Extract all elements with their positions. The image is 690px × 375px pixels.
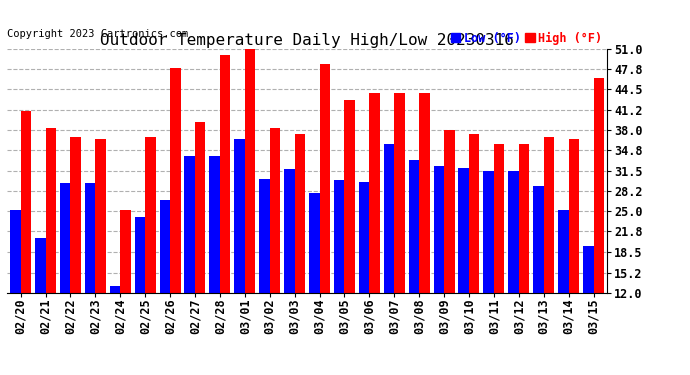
Bar	[408, 160, 419, 292]
Bar	[433, 166, 444, 292]
Bar	[458, 168, 469, 292]
Title: Outdoor Temperature Daily High/Low 20230316: Outdoor Temperature Daily High/Low 20230…	[100, 33, 514, 48]
Bar	[135, 217, 145, 292]
Bar	[284, 169, 295, 292]
Bar	[60, 183, 70, 292]
Bar	[544, 137, 554, 292]
Bar	[170, 68, 181, 292]
Bar	[384, 144, 394, 292]
Bar	[110, 286, 120, 292]
Bar	[334, 180, 344, 292]
Bar	[159, 200, 170, 292]
Bar	[70, 137, 81, 292]
Bar	[209, 156, 220, 292]
Bar	[259, 179, 270, 292]
Bar	[220, 55, 230, 292]
Bar	[444, 130, 455, 292]
Bar	[85, 183, 95, 292]
Bar	[245, 48, 255, 292]
Bar	[21, 111, 31, 292]
Bar	[35, 238, 46, 292]
Bar	[184, 156, 195, 292]
Bar	[10, 210, 21, 292]
Bar	[533, 186, 544, 292]
Bar	[569, 140, 579, 292]
Bar	[309, 192, 319, 292]
Bar	[509, 171, 519, 292]
Bar	[95, 140, 106, 292]
Bar	[558, 210, 569, 292]
Bar	[120, 210, 130, 292]
Bar	[469, 134, 480, 292]
Bar	[419, 93, 430, 292]
Bar	[519, 144, 529, 292]
Bar	[145, 137, 156, 292]
Bar	[359, 182, 369, 292]
Bar	[593, 78, 604, 292]
Bar	[394, 93, 405, 292]
Bar	[494, 144, 504, 292]
Bar	[235, 140, 245, 292]
Bar	[195, 123, 206, 292]
Text: Copyright 2023 Cartronics.com: Copyright 2023 Cartronics.com	[7, 29, 188, 39]
Bar	[319, 64, 330, 292]
Bar	[46, 128, 56, 292]
Bar	[270, 128, 280, 292]
Bar	[369, 93, 380, 292]
Bar	[295, 134, 305, 292]
Bar	[583, 246, 593, 292]
Bar	[344, 100, 355, 292]
Legend: Low (°F), High (°F): Low (°F), High (°F)	[446, 27, 607, 50]
Bar	[484, 171, 494, 292]
